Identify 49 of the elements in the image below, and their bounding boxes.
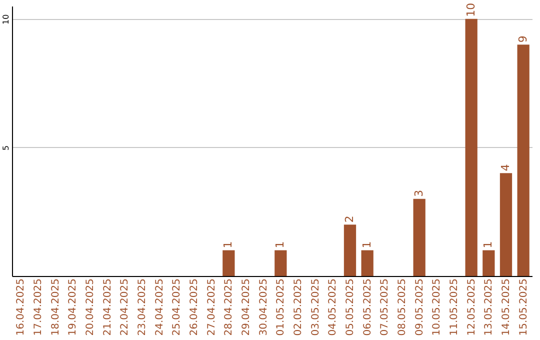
bar xyxy=(500,173,512,276)
bar xyxy=(517,44,530,276)
x-tick-label: 04.05.2025 xyxy=(328,278,339,336)
y-tick-label: 5 xyxy=(2,145,10,150)
x-tick-label: 22.04.2025 xyxy=(120,278,131,336)
x-tick-label: 12.05.2025 xyxy=(466,278,478,336)
x-tick-label: 17.04.2025 xyxy=(33,278,44,336)
x-tick-label: 28.04.2025 xyxy=(224,278,235,336)
x-tick-label: 11.05.2025 xyxy=(449,278,460,336)
x-tick-label: 29.04.2025 xyxy=(241,278,252,336)
x-tick-label: 16.04.2025 xyxy=(16,278,27,336)
bar xyxy=(274,250,287,276)
x-tick-label: 23.04.2025 xyxy=(137,278,148,336)
data-label: 1 xyxy=(274,241,287,248)
bar xyxy=(465,18,478,276)
x-tick-label: 08.05.2025 xyxy=(397,278,408,336)
x-tick-label: 30.04.2025 xyxy=(258,278,270,336)
bar xyxy=(222,250,235,276)
x-tick-label: 21.04.2025 xyxy=(102,278,114,336)
data-label: 1 xyxy=(482,241,495,248)
x-tick-label: 10.05.2025 xyxy=(432,278,443,336)
x-tick-label: 01.05.2025 xyxy=(276,278,287,336)
x-tick-label: 05.05.2025 xyxy=(345,278,356,336)
bar xyxy=(344,224,356,276)
x-tick-label: 14.05.2025 xyxy=(501,278,512,336)
data-label: 2 xyxy=(343,216,356,223)
x-tick-label: 26.04.2025 xyxy=(189,278,200,336)
x-tick-label: 02.05.2025 xyxy=(293,278,304,336)
x-tick-label: 15.05.2025 xyxy=(518,278,530,336)
data-label: 1 xyxy=(360,241,374,248)
x-tick-label: 09.05.2025 xyxy=(414,278,426,336)
x-tick-label: 19.04.2025 xyxy=(68,278,79,336)
bar xyxy=(361,250,374,276)
data-label: 10 xyxy=(464,2,478,17)
x-tick-label: 06.05.2025 xyxy=(362,278,374,336)
x-tick-label: 18.04.2025 xyxy=(50,278,62,336)
x-tick-label: 24.04.2025 xyxy=(154,278,166,336)
x-tick-label: 03.05.2025 xyxy=(310,278,322,336)
data-label: 4 xyxy=(499,164,512,172)
bar xyxy=(482,250,495,276)
bar xyxy=(413,198,426,276)
data-label: 9 xyxy=(516,36,530,43)
x-tick-label: 27.04.2025 xyxy=(206,278,218,336)
x-tick-label: 13.05.2025 xyxy=(484,278,495,336)
data-label: 1 xyxy=(222,241,235,248)
x-tick-label: 07.05.2025 xyxy=(380,278,391,336)
data-label: 3 xyxy=(412,190,426,197)
x-tick-label: 20.04.2025 xyxy=(85,278,96,336)
x-tick-label: 25.04.2025 xyxy=(172,278,183,336)
